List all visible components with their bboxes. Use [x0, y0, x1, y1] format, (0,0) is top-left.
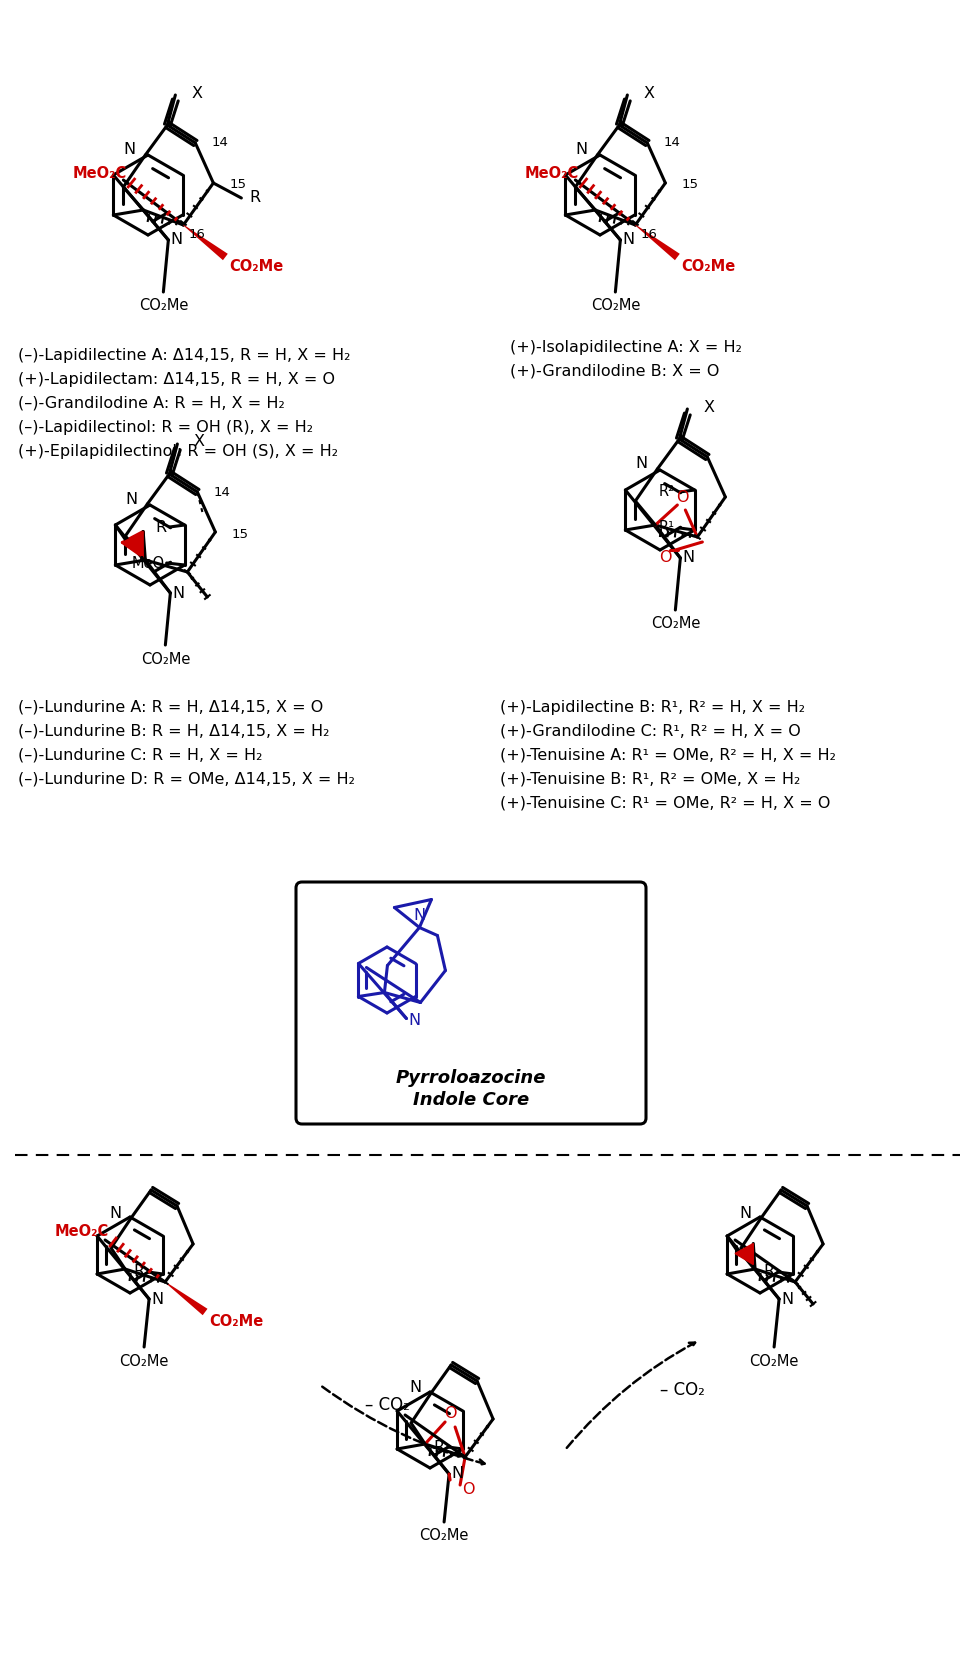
Text: (–)-Lundurine B: R = H, Δ14,15, X = H₂: (–)-Lundurine B: R = H, Δ14,15, X = H₂	[18, 724, 329, 739]
Text: O: O	[462, 1483, 474, 1498]
Polygon shape	[734, 1243, 752, 1265]
Text: N: N	[622, 233, 634, 248]
Polygon shape	[122, 532, 143, 557]
Text: MeO₂C: MeO₂C	[55, 1225, 109, 1240]
Text: CO₂Me: CO₂Me	[590, 298, 640, 312]
Text: (+)-Tenuisine C: R¹ = OMe, R² = H, X = O: (+)-Tenuisine C: R¹ = OMe, R² = H, X = O	[500, 797, 829, 812]
Text: – CO₂: – CO₂	[659, 1380, 704, 1398]
Text: (–)-Grandilodine A: R = H, X = H₂: (–)-Grandilodine A: R = H, X = H₂	[18, 397, 285, 412]
Text: N: N	[125, 491, 137, 506]
Text: N: N	[780, 1291, 792, 1306]
Text: R: R	[249, 190, 260, 205]
Text: CO₂Me: CO₂Me	[650, 617, 699, 631]
Text: CO₂Me: CO₂Me	[229, 260, 284, 274]
Text: X: X	[194, 435, 204, 450]
Text: 16: 16	[640, 228, 656, 241]
Text: CO₂Me: CO₂Me	[139, 298, 188, 312]
Text: (+)-Lapidilectine B: R¹, R² = H, X = H₂: (+)-Lapidilectine B: R¹, R² = H, X = H₂	[500, 699, 804, 716]
Text: MeO: MeO	[131, 555, 164, 570]
Text: 14: 14	[211, 137, 228, 149]
Text: X: X	[643, 86, 653, 101]
Text: CO₂Me: CO₂Me	[681, 260, 734, 274]
FancyBboxPatch shape	[295, 883, 645, 1124]
Text: O: O	[443, 1407, 456, 1422]
Text: N: N	[109, 1205, 121, 1220]
Text: N: N	[738, 1205, 750, 1220]
Text: X: X	[702, 400, 714, 415]
Text: (–)-Lundurine A: R = H, Δ14,15, X = O: (–)-Lundurine A: R = H, Δ14,15, X = O	[18, 699, 323, 716]
Text: O: O	[658, 550, 671, 565]
Text: N: N	[151, 1291, 163, 1306]
Text: 16: 16	[188, 228, 205, 241]
Text: CO₂Me: CO₂Me	[419, 1529, 468, 1544]
Text: 14: 14	[213, 486, 230, 499]
Text: N: N	[413, 907, 425, 922]
Text: N: N	[123, 142, 135, 157]
Text: (+)-Grandilodine B: X = O: (+)-Grandilodine B: X = O	[510, 364, 719, 379]
Text: N: N	[170, 233, 182, 248]
Text: MeO₂C: MeO₂C	[73, 165, 127, 180]
Text: R: R	[156, 519, 166, 534]
Text: CO₂Me: CO₂Me	[209, 1314, 263, 1329]
Text: R¹: R¹	[658, 521, 674, 536]
Text: R: R	[433, 1440, 444, 1455]
Text: (–)-Lundurine D: R = OMe, Δ14,15, X = H₂: (–)-Lundurine D: R = OMe, Δ14,15, X = H₂	[18, 772, 354, 787]
Text: R: R	[763, 1265, 775, 1279]
Text: (+)-Grandilodine C: R¹, R² = H, X = O: (+)-Grandilodine C: R¹, R² = H, X = O	[500, 724, 800, 739]
Text: N: N	[635, 456, 646, 471]
Text: (+)-Isolapidilectine A: X = H₂: (+)-Isolapidilectine A: X = H₂	[510, 341, 741, 355]
Text: N: N	[172, 585, 184, 600]
Text: N: N	[408, 1013, 421, 1028]
Polygon shape	[183, 225, 228, 260]
Text: – CO₂: – CO₂	[365, 1397, 410, 1413]
Text: CO₂Me: CO₂Me	[748, 1354, 798, 1369]
Text: CO₂Me: CO₂Me	[141, 651, 190, 666]
Text: (+)-Lapidilectam: Δ14,15, R = H, X = O: (+)-Lapidilectam: Δ14,15, R = H, X = O	[18, 372, 334, 387]
Text: O: O	[676, 489, 688, 504]
Polygon shape	[635, 225, 679, 260]
Text: R²: R²	[658, 484, 674, 499]
Text: 14: 14	[663, 137, 680, 149]
Text: (–)-Lundurine C: R = H, X = H₂: (–)-Lundurine C: R = H, X = H₂	[18, 749, 262, 764]
Text: CO₂Me: CO₂Me	[119, 1354, 168, 1369]
Text: N: N	[409, 1380, 421, 1395]
Text: (+)-Epilapidilectinol: R = OH (S), X = H₂: (+)-Epilapidilectinol: R = OH (S), X = H…	[18, 445, 337, 460]
Text: (+)-Tenuisine A: R¹ = OMe, R² = H, X = H₂: (+)-Tenuisine A: R¹ = OMe, R² = H, X = H…	[500, 749, 835, 764]
Text: 15: 15	[231, 527, 248, 541]
Text: Pyrroloazocine: Pyrroloazocine	[395, 1069, 546, 1088]
Text: 15: 15	[681, 179, 697, 192]
Text: (–)-Lapidilectinol: R = OH (R), X = H₂: (–)-Lapidilectinol: R = OH (R), X = H₂	[18, 420, 313, 435]
Text: N: N	[575, 142, 587, 157]
Text: MeO₂C: MeO₂C	[524, 165, 579, 180]
Text: R: R	[134, 1265, 145, 1279]
Text: Indole Core: Indole Core	[413, 1091, 528, 1109]
Text: (+)-Tenuisine B: R¹, R² = OMe, X = H₂: (+)-Tenuisine B: R¹, R² = OMe, X = H₂	[500, 772, 799, 787]
Polygon shape	[164, 1281, 207, 1316]
Text: N: N	[682, 550, 693, 565]
Text: 15: 15	[229, 179, 246, 192]
Text: (–)-Lapidilectine A: Δ14,15, R = H, X = H₂: (–)-Lapidilectine A: Δ14,15, R = H, X = …	[18, 349, 350, 364]
Text: X: X	[191, 86, 202, 101]
Text: N: N	[451, 1466, 463, 1481]
